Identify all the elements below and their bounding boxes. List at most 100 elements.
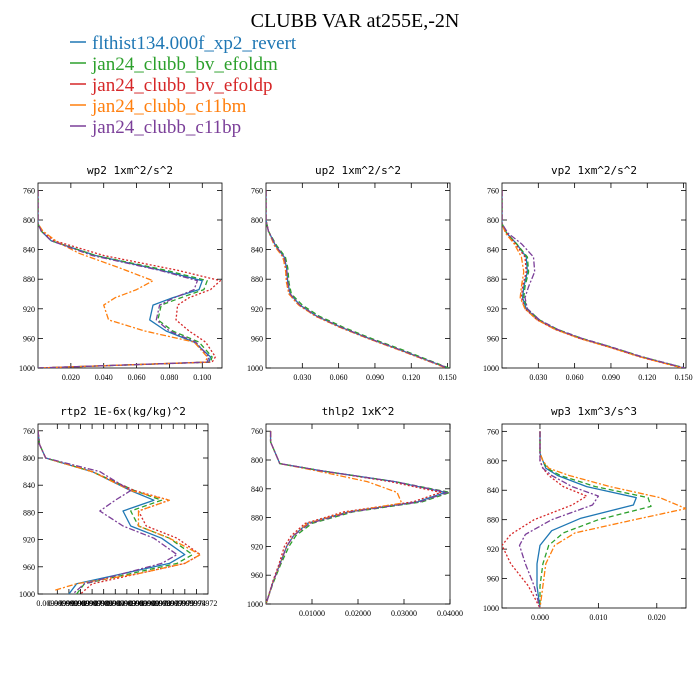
- panel-title: up2 1xm^2/s^2: [315, 164, 401, 177]
- x-tick-label: 0.04000: [437, 609, 463, 618]
- series-lines: [502, 190, 685, 368]
- y-tick-label: 920: [251, 305, 263, 314]
- y-tick-label: 840: [487, 486, 499, 495]
- x-tick-label: 0.009999975: [152, 599, 194, 608]
- legend-entry-c11bm: jan24_clubb_c11bm: [70, 96, 247, 117]
- panel-3: vp2 1xm^2/s^2 0.030 0.060 0.090 0.120 0.150 76…: [483, 164, 693, 382]
- series-line-jan24-clubb-bv-efoldm: [539, 431, 652, 608]
- series-line-jan24-clubb-bv-efoldp: [38, 430, 201, 594]
- x-tick-label: 0.009999984: [83, 599, 125, 608]
- series-line-jan24-clubb-c11bm: [38, 430, 201, 592]
- x-tick-label: 0.009999980: [117, 599, 159, 608]
- series-line-jan24-clubb-bv-efoldp: [502, 431, 588, 608]
- x-tick-label: 0.030: [529, 373, 547, 382]
- x-tick-label: 0.040: [95, 373, 113, 382]
- legend-label-bv-efoldp: jan24_clubb_bv_efoldp: [91, 75, 272, 96]
- y-tick-label: 840: [487, 246, 499, 255]
- panel-6: wp3 1xm^3/s^3 0.000 0.010 0.020 760 800 840 880…: [483, 405, 687, 622]
- plot-frame: [37, 423, 209, 595]
- series-line-jan24-clubb-bv-efoldp: [38, 190, 222, 368]
- panel-title: wp2 1xm^2/s^2: [87, 164, 173, 177]
- series-line-jan24-clubb-c11bm: [502, 190, 683, 368]
- series-line-jan24-clubb-c11bm: [38, 190, 208, 368]
- y-tick-label: 960: [487, 575, 499, 584]
- panel-4: rtp2 1E-6x(kg/kg)^20.0099999900.00999998…: [19, 405, 217, 608]
- panel-title: thlp2 1xK^2: [322, 405, 395, 418]
- plot-frame: [265, 423, 451, 605]
- y-tick-label: 800: [487, 457, 499, 466]
- y-tick-label: 840: [251, 246, 263, 255]
- series-lines: [266, 190, 450, 368]
- series-lines: [266, 431, 450, 604]
- plot-frame: [501, 423, 687, 609]
- y-tick-label: 840: [23, 246, 35, 255]
- x-tick-label: 0.030: [293, 373, 311, 382]
- series-line-jan24-clubb-bv-efoldm: [38, 430, 194, 594]
- series-line-jan24-clubb-c11bp: [38, 430, 178, 594]
- y-tick-label: 880: [23, 275, 35, 284]
- series-line-jan24-clubb-c11bm: [266, 431, 403, 604]
- y-tick-label: 960: [487, 334, 499, 343]
- y-tick-label: 1000: [19, 590, 35, 599]
- y-tick-label: 920: [23, 536, 35, 545]
- figure-title: CLUBB VAR at255E,-2N: [251, 10, 460, 32]
- x-tick-label: 0.060: [128, 373, 146, 382]
- series-line-jan24-clubb-bv-efoldm: [266, 190, 450, 368]
- series-line-jan24-clubb-c11bp: [518, 431, 600, 608]
- legend: flthist134.000f_xp2_revert jan24_clubb_b…: [70, 33, 297, 138]
- x-tick-label: 0.02000: [345, 609, 371, 618]
- panel-title: vp2 1xm^2/s^2: [551, 164, 637, 177]
- x-tick-label: 0.009999986: [71, 599, 113, 608]
- x-tick-label: 0.009999972: [175, 599, 217, 608]
- plot-frame: [37, 182, 223, 369]
- legend-label-bv-efoldm: jan24_clubb_bv_efoldm: [91, 54, 278, 75]
- x-tick-label: 0.01000: [299, 609, 325, 618]
- y-tick-label: 800: [23, 454, 35, 463]
- y-tick-label: 840: [251, 485, 263, 494]
- series-line-jan24-clubb-c11bm: [539, 431, 686, 608]
- y-tick-label: 760: [23, 186, 35, 195]
- y-tick-label: 1000: [247, 600, 263, 609]
- series-lines: [502, 431, 686, 608]
- y-tick-label: 920: [487, 545, 499, 554]
- series-line-jan24-clubb-bv-efoldm: [38, 190, 213, 368]
- x-tick-label: 0.150: [439, 373, 457, 382]
- panel-2: up2 1xm^2/s^2 0.030 0.060 0.090 0.120 0.150 76…: [247, 164, 457, 382]
- series-lines: [38, 190, 222, 368]
- y-tick-label: 760: [251, 186, 263, 195]
- panel-title: rtp2 1E-6x(kg/kg)^2: [60, 405, 186, 418]
- x-tick-label: 0.020: [648, 613, 666, 622]
- y-tick-label: 880: [487, 275, 499, 284]
- series-line-flthist134-000f-xp2-revert: [266, 431, 447, 604]
- series-lines: [38, 430, 201, 594]
- x-tick-label: 0.150: [675, 373, 693, 382]
- y-tick-label: 960: [23, 334, 35, 343]
- x-tick-label: 0.120: [638, 373, 656, 382]
- legend-label-c11bp: jan24_clubb_c11bp: [91, 117, 241, 138]
- y-tick-label: 800: [251, 456, 263, 465]
- x-tick-label: 0.009999990: [36, 599, 78, 608]
- panels: wp2 1xm^2/s^2 0.020 0.040 0.060 0.080 0.100 76…: [19, 164, 693, 622]
- plot-frame: [501, 182, 687, 369]
- x-tick-label: 0.009999978: [129, 599, 171, 608]
- x-tick-label: 0.010: [589, 613, 607, 622]
- y-tick-label: 840: [23, 481, 35, 490]
- x-tick-label: 0.03000: [391, 609, 417, 618]
- y-tick-label: 1000: [247, 364, 263, 373]
- panel-1: wp2 1xm^2/s^2 0.020 0.040 0.060 0.080 0.100 76…: [19, 164, 223, 382]
- x-tick-label: 0.009999981: [106, 599, 148, 608]
- legend-entry-bv-efoldm: jan24_clubb_bv_efoldm: [70, 54, 278, 75]
- panel-title: wp3 1xm^3/s^3: [551, 405, 637, 418]
- x-tick-label: 0.090: [602, 373, 620, 382]
- series-line-jan24-clubb-c11bp: [38, 190, 210, 368]
- series-line-jan24-clubb-c11bp: [266, 431, 449, 604]
- series-line-jan24-clubb-c11bp: [502, 190, 685, 368]
- y-tick-label: 760: [487, 427, 499, 436]
- x-tick-label: 0.120: [402, 373, 420, 382]
- x-tick-label: 0.060: [330, 373, 348, 382]
- legend-entry-flthist134: flthist134.000f_xp2_revert: [70, 33, 297, 54]
- legend-entry-c11bp: jan24_clubb_c11bp: [70, 117, 241, 138]
- x-tick-label: 0.060: [566, 373, 584, 382]
- x-tick-label: 0.009999977: [141, 599, 183, 608]
